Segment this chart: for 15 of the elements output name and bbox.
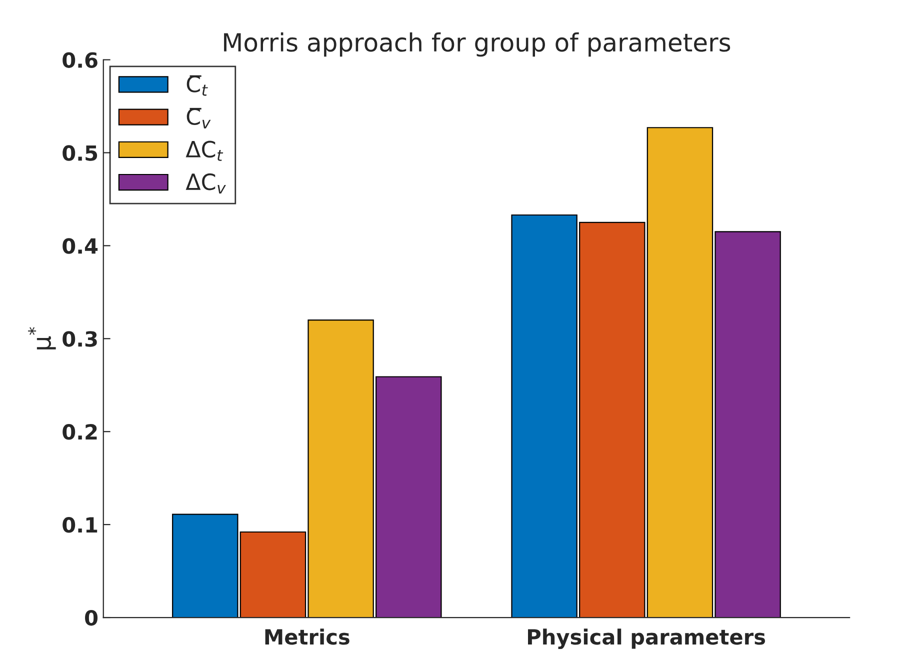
x-tick-label: Metrics: [265, 628, 350, 645]
y-tick-label: 0.5: [62, 145, 98, 161]
legend-label: C̅$_{t}$: [186, 75, 208, 96]
legend-label: ΔC$_{v}$: [186, 173, 226, 194]
y-tick-label: 0.1: [62, 517, 98, 533]
legend-label: C̅$_{v}$: [186, 108, 211, 128]
chart-title: Morris approach for group of parameters: [224, 32, 730, 57]
y-tick-label: 0.2: [62, 424, 97, 440]
x-tick-label: Physical parameters: [528, 628, 766, 649]
y-axis-title: μ$^{*}$: [28, 327, 56, 350]
y-tick-label: 0: [85, 610, 98, 626]
y-tick-label: 0.3: [62, 331, 97, 347]
y-tick-label: 0.6: [62, 52, 98, 68]
legend-label: ΔC$_{t}$: [186, 140, 224, 161]
y-tick-label: 0.4: [62, 238, 98, 254]
